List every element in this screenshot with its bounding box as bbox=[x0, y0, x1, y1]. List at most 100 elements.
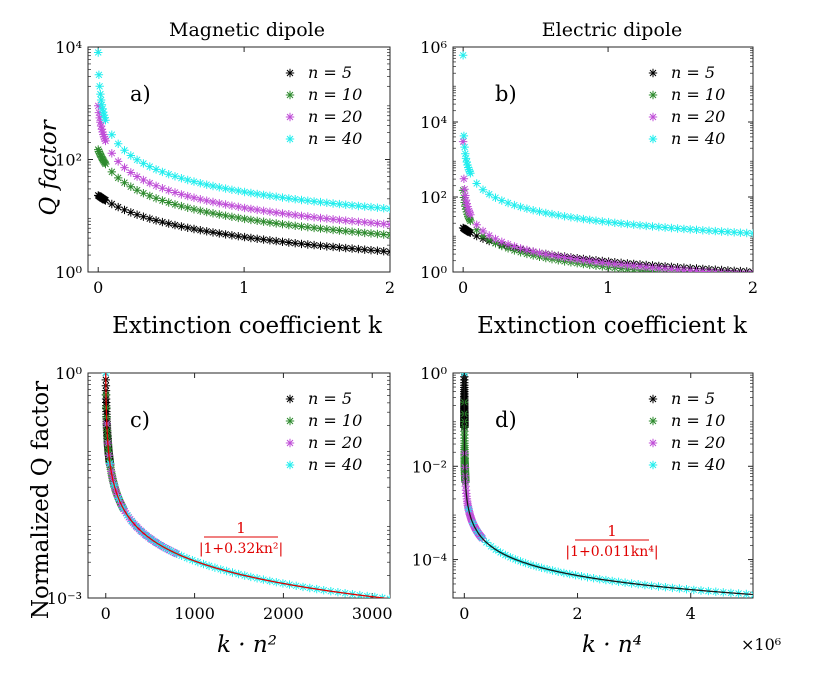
data-point bbox=[95, 113, 104, 123]
data-point bbox=[698, 267, 707, 272]
legend-marker bbox=[285, 90, 295, 100]
data-point bbox=[126, 151, 135, 160]
data-point bbox=[497, 237, 506, 246]
data-point bbox=[139, 159, 148, 168]
data-point bbox=[126, 182, 135, 191]
data-point bbox=[366, 218, 376, 228]
data-point bbox=[328, 199, 338, 208]
x-tick-label: 2000 bbox=[263, 604, 304, 623]
data-point bbox=[177, 190, 186, 199]
data-point bbox=[458, 51, 468, 60]
data-point bbox=[730, 269, 738, 272]
data-point bbox=[366, 202, 376, 212]
panel-a-magnetic-dipole: 0 1 2 10⁰ 10² 10⁴ a) n = 5 n = 10 n = 20 n = 40 bbox=[55, 38, 395, 297]
data-point bbox=[598, 217, 607, 226]
data-point bbox=[491, 234, 500, 244]
data-point bbox=[259, 190, 268, 200]
y-tick-label: 10⁰ bbox=[55, 364, 82, 383]
data-point bbox=[107, 199, 116, 209]
fit-label-numerator: 1 bbox=[236, 519, 246, 537]
data-point bbox=[284, 220, 293, 230]
data-point bbox=[202, 180, 211, 189]
legend-label: n = 10 bbox=[671, 411, 725, 430]
data-point bbox=[240, 203, 249, 213]
data-point bbox=[272, 219, 281, 228]
panel-letter: b) bbox=[495, 82, 517, 106]
data-point bbox=[215, 199, 224, 208]
data-point bbox=[341, 226, 350, 236]
data-point bbox=[566, 254, 576, 263]
data-point bbox=[132, 172, 142, 181]
data-point bbox=[278, 209, 287, 218]
x-tick-label: 1000 bbox=[174, 604, 215, 623]
data-point bbox=[101, 116, 110, 125]
data-point bbox=[177, 174, 186, 183]
data-point bbox=[284, 238, 293, 247]
data-point bbox=[196, 179, 205, 188]
data-point bbox=[100, 134, 109, 144]
data-point bbox=[278, 237, 287, 246]
data-point bbox=[99, 132, 109, 141]
data-point bbox=[309, 223, 319, 233]
series-n-10 bbox=[94, 145, 390, 240]
x-tick-label: 0 bbox=[459, 604, 469, 623]
data-point bbox=[679, 224, 689, 234]
plot-area bbox=[458, 51, 753, 272]
panel-letter: a) bbox=[130, 82, 151, 106]
data-point bbox=[704, 226, 714, 235]
data-point bbox=[354, 244, 363, 254]
data-point bbox=[491, 193, 500, 202]
data-point bbox=[579, 256, 588, 265]
data-point bbox=[96, 118, 105, 127]
data-point bbox=[208, 209, 218, 218]
data-point bbox=[629, 261, 638, 271]
series-n-20 bbox=[94, 101, 390, 229]
data-point bbox=[478, 231, 488, 240]
y-tick-label: 10⁻³ bbox=[47, 589, 82, 608]
data-point bbox=[742, 228, 751, 238]
data-point bbox=[139, 189, 148, 198]
data-point bbox=[347, 244, 357, 253]
y-tick-label: 10² bbox=[55, 151, 82, 170]
x-tick-label: 1 bbox=[239, 278, 249, 297]
data-point bbox=[98, 127, 107, 137]
data-point bbox=[95, 149, 104, 158]
data-point bbox=[604, 259, 613, 268]
data-point bbox=[196, 206, 205, 215]
data-point bbox=[265, 191, 275, 200]
series-n-40 bbox=[458, 51, 753, 238]
legend-label: n = 5 bbox=[671, 389, 715, 408]
data-point bbox=[472, 231, 481, 241]
data-point bbox=[309, 240, 319, 250]
data-point bbox=[692, 266, 701, 272]
data-point bbox=[554, 252, 563, 261]
data-point bbox=[114, 173, 123, 183]
x-tick-label: 2 bbox=[748, 278, 758, 297]
data-point bbox=[461, 154, 471, 163]
data-point bbox=[461, 149, 470, 158]
data-point bbox=[535, 207, 544, 216]
x-tick-label: 2 bbox=[572, 604, 582, 623]
data-point bbox=[272, 208, 281, 217]
data-point bbox=[189, 224, 199, 234]
legend-marker bbox=[285, 112, 295, 122]
data-point bbox=[354, 217, 363, 226]
x-label-a: Extinction coefficient k bbox=[112, 313, 383, 339]
data-point bbox=[151, 181, 161, 190]
data-point bbox=[347, 217, 357, 226]
data-point bbox=[240, 187, 249, 197]
panel-b-electric-dipole: 0 1 2 10⁰ 10² 10⁴ 10⁶ b) n = 5 n = 10 n = 20 n = 40 bbox=[420, 38, 758, 297]
data-point bbox=[259, 235, 268, 244]
data-point bbox=[177, 222, 186, 231]
data-point bbox=[463, 202, 472, 211]
data-point bbox=[585, 215, 594, 225]
data-point bbox=[461, 195, 471, 205]
data-point bbox=[385, 230, 390, 240]
data-point bbox=[221, 200, 230, 209]
data-point bbox=[711, 226, 720, 236]
data-point bbox=[177, 201, 186, 211]
data-point bbox=[459, 131, 469, 141]
data-point bbox=[297, 239, 306, 249]
data-point bbox=[598, 258, 607, 267]
